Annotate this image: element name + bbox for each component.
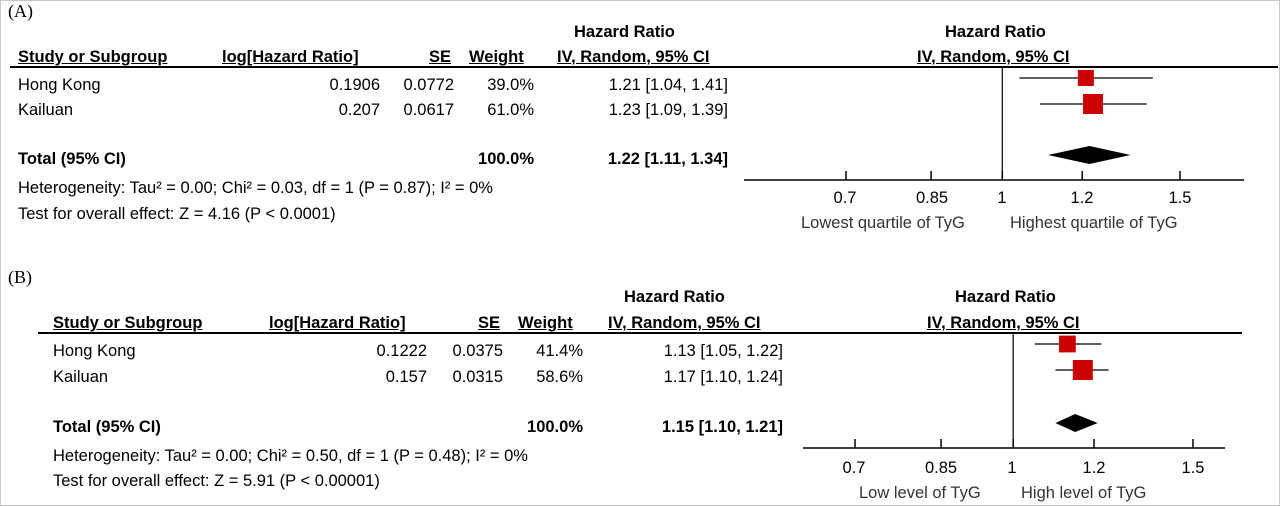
tick-label: 0.7 — [833, 189, 857, 207]
row-weight: 41.4% — [536, 342, 583, 360]
header-se: SE — [478, 314, 501, 332]
row-weight: 58.6% — [536, 368, 583, 386]
total-label: Total (95% CI) — [53, 418, 161, 436]
row-weight: 39.0% — [487, 76, 534, 94]
plot-title: Hazard Ratio — [955, 288, 1056, 306]
tick-label: 0.85 — [915, 189, 949, 207]
header-se: SE — [429, 48, 452, 66]
header-ci: IV, Random, 95% CI — [557, 48, 710, 66]
row-ci: 1.13 [1.05, 1.22] — [663, 342, 783, 360]
row-loghr: 0.1906 — [329, 76, 380, 94]
tick-label: 1.5 — [1168, 189, 1192, 207]
row-se: 0.0772 — [403, 76, 454, 94]
study-point-marker — [1072, 360, 1093, 380]
header-study: Study or Subgroup — [53, 314, 203, 332]
row-study: Hong Kong — [18, 76, 101, 94]
row-se: 0.0375 — [452, 342, 503, 360]
row-ci: 1.23 [1.09, 1.39] — [608, 101, 728, 119]
plot-method: IV, Random, 95% CI — [917, 48, 1070, 66]
heterogeneity-text: Heterogeneity: Tau² = 0.00; Chi² = 0.03,… — [18, 179, 493, 197]
header-loghr: log[Hazard Ratio] — [269, 314, 406, 332]
pooled-diamond — [1048, 146, 1131, 164]
pooled-diamond — [1055, 414, 1098, 432]
overall-effect-text: Test for overall effect: Z = 4.16 (P < 0… — [18, 205, 336, 223]
total-weight: 100.0% — [478, 150, 534, 168]
header-rule — [10, 66, 1278, 68]
row-loghr: 0.157 — [385, 368, 427, 386]
panel-label: (B) — [8, 267, 32, 287]
header-study: Study or Subgroup — [18, 48, 168, 66]
hr-column-title: Hazard Ratio — [624, 288, 725, 306]
header-rule — [38, 332, 1242, 334]
tick-label: 1.5 — [1181, 459, 1205, 477]
study-point-marker — [1083, 94, 1104, 114]
axis-left-label: Low level of TyG — [859, 484, 981, 502]
overall-effect-text: Test for overall effect: Z = 5.91 (P < 0… — [53, 472, 380, 490]
tick-label: 0.85 — [924, 459, 958, 477]
header-weight: Weight — [518, 314, 573, 332]
tick-label: 1 — [997, 189, 1007, 207]
total-label: Total (95% CI) — [18, 150, 126, 168]
panel-label: (A) — [8, 1, 33, 21]
row-study: Kailuan — [18, 101, 74, 119]
row-se: 0.0617 — [403, 101, 454, 119]
study-point-marker — [1058, 335, 1076, 353]
tick-label: 0.7 — [842, 459, 866, 477]
row-ci: 1.17 [1.10, 1.24] — [663, 368, 783, 386]
header-ci: IV, Random, 95% CI — [608, 314, 761, 332]
tick-label: 1.2 — [1070, 189, 1094, 207]
study-point-marker — [1077, 70, 1094, 86]
plot-title: Hazard Ratio — [945, 23, 1046, 41]
row-study: Hong Kong — [53, 342, 136, 360]
axis-right-label: Highest quartile of TyG — [1010, 214, 1178, 232]
total-ci: 1.22 [1.11, 1.34] — [607, 150, 728, 168]
row-loghr: 0.207 — [338, 101, 380, 119]
axis-left-label: Lowest quartile of TyG — [801, 214, 965, 232]
row-loghr: 0.1222 — [376, 342, 427, 360]
total-weight: 100.0% — [527, 418, 583, 436]
total-ci: 1.15 [1.10, 1.21] — [661, 418, 783, 436]
row-study: Kailuan — [53, 368, 109, 386]
row-weight: 61.0% — [487, 101, 534, 119]
row-ci: 1.21 [1.04, 1.41] — [608, 76, 728, 94]
tick-label: 1 — [1007, 459, 1017, 477]
row-se: 0.0315 — [452, 368, 503, 386]
heterogeneity-text: Heterogeneity: Tau² = 0.00; Chi² = 0.50,… — [53, 447, 528, 465]
tick-label: 1.2 — [1082, 459, 1106, 477]
header-loghr: log[Hazard Ratio] — [222, 48, 359, 66]
hr-column-title: Hazard Ratio — [574, 23, 675, 41]
header-weight: Weight — [469, 48, 524, 66]
axis-right-label: High level of TyG — [1021, 484, 1147, 502]
plot-method: IV, Random, 95% CI — [927, 314, 1080, 332]
